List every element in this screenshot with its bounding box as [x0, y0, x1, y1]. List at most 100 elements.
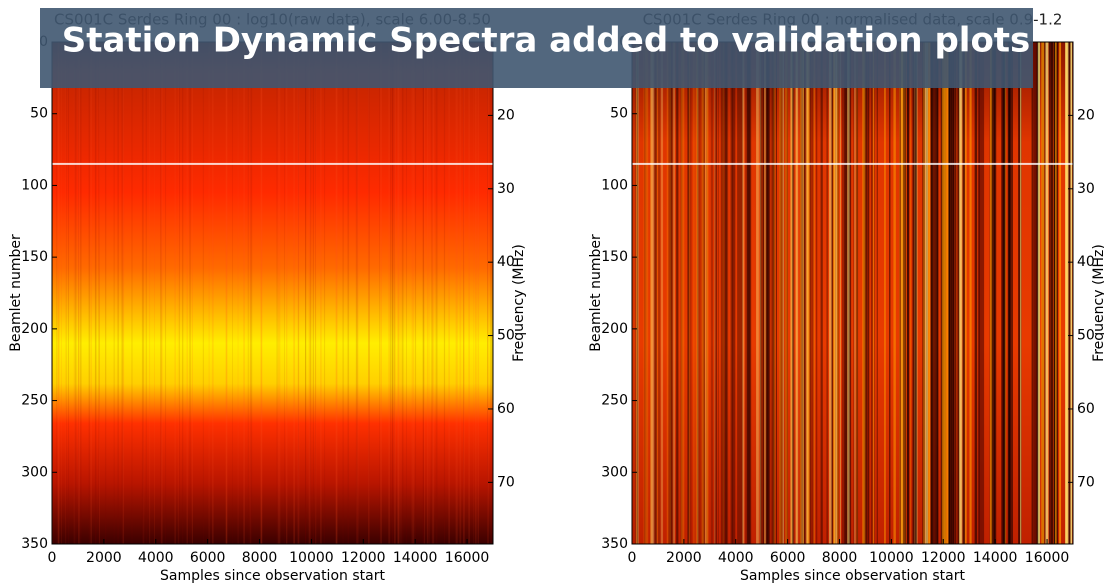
spectrum-stripe	[131, 42, 133, 544]
spectrum-stripe	[948, 42, 951, 544]
spectrum-stripe	[654, 42, 658, 544]
spectrum-stripe	[312, 42, 315, 544]
spectrum-stripe	[141, 42, 144, 544]
spectrum-stripe	[671, 42, 674, 544]
spectrum-stripe	[746, 42, 751, 544]
x-tick-label: 4000	[718, 550, 754, 566]
spectrum-stripe	[790, 42, 794, 544]
spectrum-stripe	[845, 42, 847, 544]
spectrum-stripe	[189, 42, 191, 544]
spectrum-stripe	[680, 42, 685, 544]
spectrum-stripe	[910, 42, 911, 544]
spectrum-stripe	[820, 42, 823, 544]
spectrum-stripe	[836, 42, 838, 544]
spectrum-stripe	[285, 42, 288, 544]
spectrum-stripe	[676, 42, 679, 544]
spectrum-stripe	[836, 42, 839, 544]
spectrum-stripe	[959, 42, 961, 544]
spectrum-stripe	[474, 42, 477, 544]
spectrum-stripe	[806, 42, 807, 544]
spectrum-stripe	[767, 42, 771, 544]
x-tick-label: 10000	[869, 550, 914, 566]
spectrum-stripe	[803, 42, 804, 544]
spectrum-stripe	[161, 42, 163, 544]
spectrum-stripe	[113, 42, 115, 544]
y2-tick-label: 20	[497, 107, 515, 123]
spectrum-stripe	[650, 42, 654, 544]
spectrum-stripe	[969, 42, 972, 544]
spectrum-stripe	[893, 42, 896, 544]
spectrum-stripe	[914, 42, 917, 544]
spectrum-stripe	[342, 42, 344, 544]
spectrum-stripe	[392, 42, 393, 544]
spectrum-stripe	[718, 42, 720, 544]
y-tick-label: 150	[21, 249, 48, 265]
spectrum-stripe	[634, 42, 638, 544]
x-tick-label: 12000	[921, 550, 966, 566]
y-tick-label: 50	[610, 106, 628, 122]
x-tick-label: 2000	[86, 550, 122, 566]
spectrum-stripe	[1044, 42, 1046, 544]
spectrum-stripe	[487, 42, 489, 544]
spectrum-stripe	[901, 42, 904, 544]
spectrum-stripe	[826, 42, 828, 544]
spectrum-stripe	[884, 42, 886, 544]
spectrum-stripe	[942, 42, 946, 544]
spectrum-stripe	[833, 42, 836, 544]
spectrum-stripe	[672, 42, 675, 544]
spectrum-stripe	[785, 42, 788, 544]
y-axis-label: Beamlet number	[588, 234, 604, 352]
x-tick-label: 8000	[822, 550, 858, 566]
x-tick-label: 14000	[393, 550, 438, 566]
spectrum-stripe	[702, 42, 704, 544]
y-tick-label: 250	[21, 393, 48, 409]
spectrum-stripe	[723, 42, 727, 544]
spectrum-stripe	[833, 42, 835, 544]
spectrum-stripe	[73, 42, 75, 544]
spectrum-stripe	[250, 42, 253, 544]
spectrum-stripe	[653, 42, 657, 544]
spectrum-stripe	[368, 42, 370, 544]
spectrum-stripe	[930, 42, 933, 544]
spectrum-stripe	[145, 42, 147, 544]
spectrum-stripe	[406, 42, 407, 544]
spectrum-stripe	[876, 42, 878, 544]
spectrum-stripe	[400, 42, 402, 544]
spectrum-stripe	[868, 42, 870, 544]
spectrum-stripe	[117, 42, 119, 544]
y2-tick-label: 50	[1077, 328, 1095, 344]
spectrum-stripe	[1011, 42, 1013, 544]
spectrum-stripe	[473, 42, 474, 544]
spectrum-stripe	[750, 42, 752, 544]
spectrum-stripe	[1020, 42, 1022, 544]
spectrum-stripe	[756, 42, 759, 544]
spectrum-stripe	[695, 42, 699, 544]
spectrum-stripe	[391, 42, 394, 544]
spectrum-stripe	[393, 42, 395, 544]
spectrum-stripe	[388, 42, 390, 544]
spectrum-stripe	[714, 42, 716, 544]
spectrum-stripe	[415, 42, 417, 544]
spectrum-stripe	[762, 42, 764, 544]
spectrum-stripe	[837, 42, 839, 544]
spectrum-stripe	[1071, 42, 1073, 544]
spectrum-stripe	[870, 42, 873, 544]
spectrum-stripe	[912, 42, 916, 544]
y2-tick-label: 30	[497, 181, 515, 197]
x-tick-label: 10000	[289, 550, 334, 566]
spectrum-stripe	[759, 42, 763, 544]
y2-tick-label: 40	[497, 254, 515, 270]
spectrum-stripe	[978, 42, 982, 544]
spectrum-stripe	[779, 42, 783, 544]
spectrum-stripe	[747, 42, 751, 544]
spectrum-stripe	[680, 42, 683, 544]
rfi-line	[632, 162, 1073, 165]
x-tick-label: 6000	[770, 550, 806, 566]
spectrum-stripe	[934, 42, 937, 544]
spectrum-stripe	[225, 42, 228, 544]
spectrum-stripe	[477, 42, 480, 544]
spectrum-stripe	[715, 42, 717, 544]
x-tick-label: 16000	[445, 550, 490, 566]
spectrum-stripe	[697, 42, 699, 544]
spectrum-stripe	[940, 42, 943, 544]
